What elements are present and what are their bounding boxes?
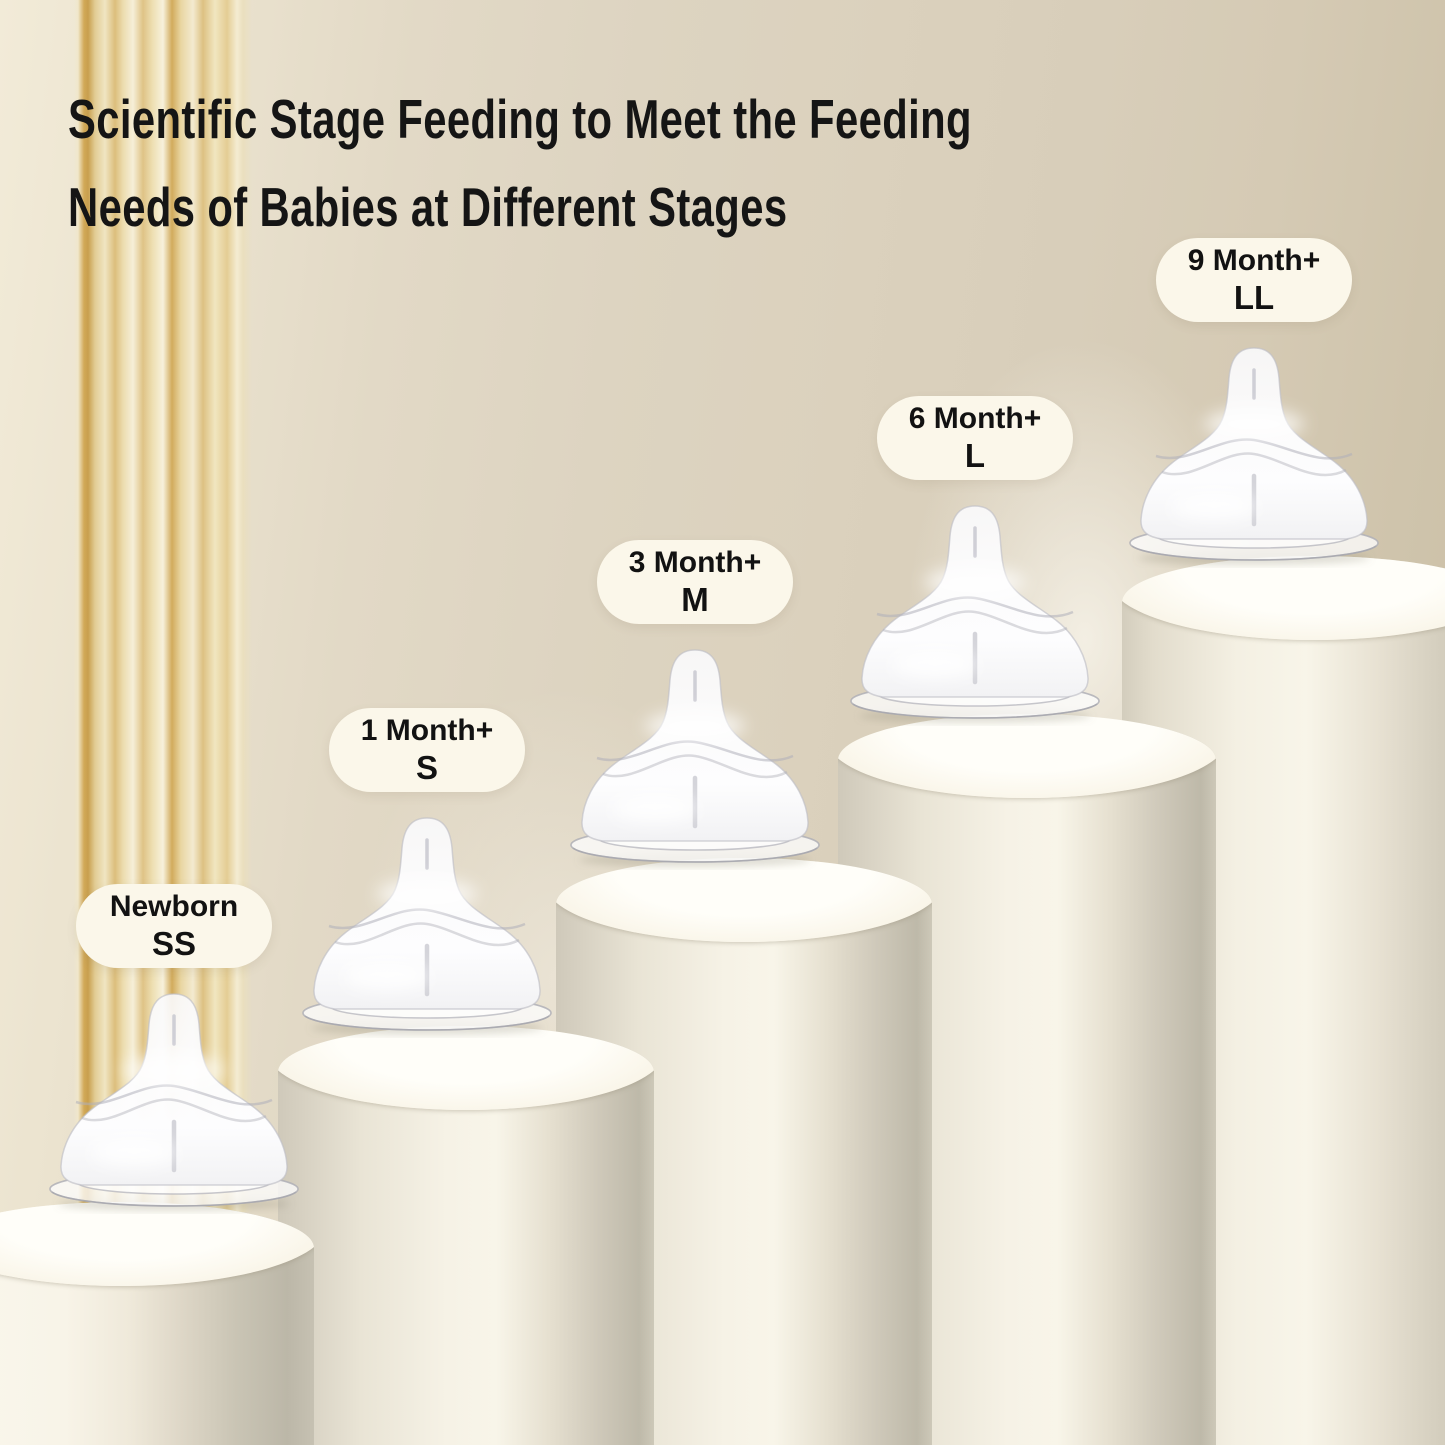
- bottle-nipple-image-6-month: [847, 494, 1103, 726]
- stage-age-label: 9 Month+: [1187, 244, 1321, 277]
- stage-size-label: SS: [151, 925, 197, 962]
- stage-label-3-month: 3 Month+ M: [597, 540, 793, 624]
- stage-size-label: M: [681, 581, 709, 618]
- stage-size-label: L: [964, 437, 986, 474]
- page-title-line-1: Scientific Stage Feeding to Meet the Fee…: [68, 88, 972, 150]
- stage-size-label: LL: [1233, 279, 1275, 316]
- stage-age-label: 3 Month+: [628, 546, 762, 579]
- stage-age-label: 6 Month+: [908, 402, 1042, 435]
- stage-size-label: S: [415, 749, 438, 786]
- bottle-nipple-image-9-month: [1126, 336, 1382, 568]
- stage-label-1-month: 1 Month+ S: [329, 708, 525, 792]
- stage-label-6-month: 6 Month+ L: [877, 396, 1073, 480]
- stage-label-newborn: Newborn SS: [76, 884, 272, 968]
- stage-label-9-month: 9 Month+ LL: [1156, 238, 1352, 322]
- bottle-nipple-image-1-month: [299, 806, 555, 1038]
- bottle-nipple-image-newborn: [46, 982, 302, 1214]
- bottle-nipple-image-3-month: [567, 638, 823, 870]
- stage-age-label: Newborn: [109, 890, 239, 923]
- display-pedestal-2: [278, 1026, 654, 1445]
- display-pedestal-1: [0, 1202, 314, 1445]
- page-title-line-2: Needs of Babies at Different Stages: [68, 176, 788, 238]
- stage-age-label: 1 Month+: [360, 714, 494, 747]
